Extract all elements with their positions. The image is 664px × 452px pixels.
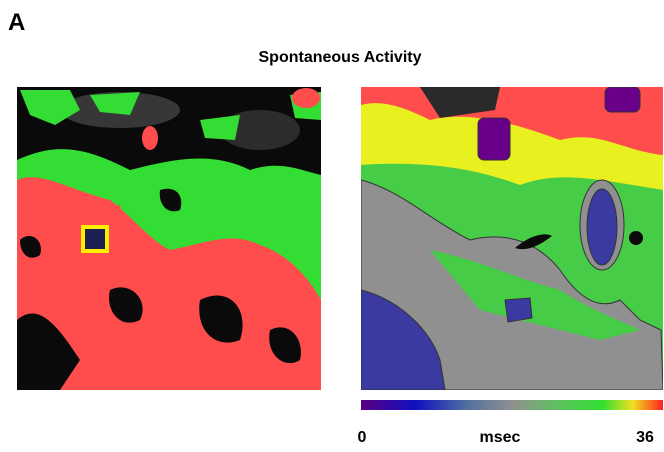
latency-map	[361, 87, 663, 390]
colorbar-max: 36	[636, 429, 654, 446]
colorbar-unit: msec	[480, 429, 521, 446]
figure: A Spontaneous Activity 0 msec 36	[0, 0, 664, 452]
page: A Spontaneous Activity 0 msec 36	[0, 0, 664, 452]
colorbar	[361, 400, 663, 410]
activity-map	[17, 87, 321, 390]
panel-label: A	[8, 9, 25, 36]
colorbar-min: 0	[358, 429, 367, 446]
figure-title: Spontaneous Activity	[259, 49, 422, 66]
